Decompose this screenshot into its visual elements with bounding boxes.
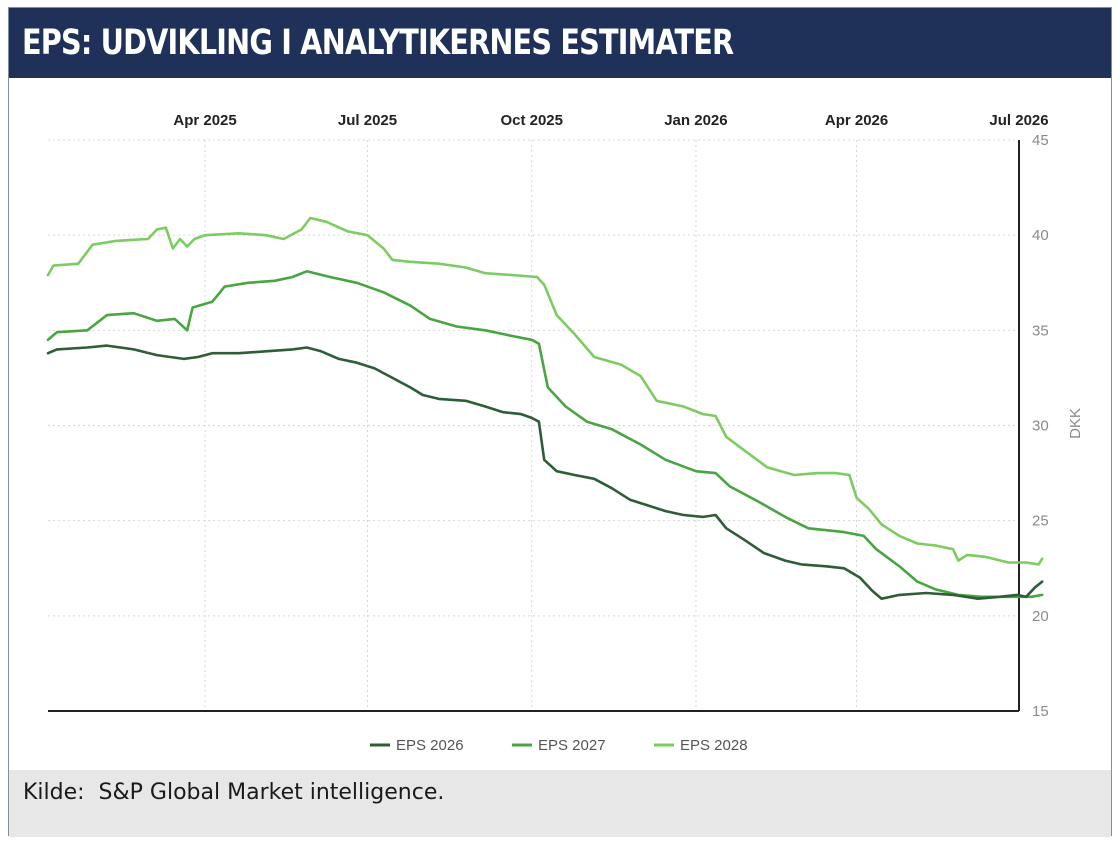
x-tick-label: Jul 2026 (989, 112, 1048, 129)
figure-frame: EPS: UDVIKLING I ANALYTIKERNES ESTIMATER… (8, 7, 1113, 837)
y-tick-label: 40 (1032, 227, 1049, 244)
y-tick-label: 35 (1032, 322, 1049, 339)
y-tick-label: 30 (1032, 418, 1049, 435)
y-axis-label: DKK (1067, 408, 1084, 439)
title-bar: EPS: UDVIKLING I ANALYTIKERNES ESTIMATER (9, 8, 1111, 78)
source-bar: Kilde: S&P Global Market intelligence. (9, 770, 1111, 837)
grid (48, 139, 1019, 711)
x-tick-label: Jan 2026 (664, 112, 727, 129)
source-note: Kilde: S&P Global Market intelligence. (23, 780, 445, 805)
series-line-eps-2026 (46, 344, 1044, 601)
legend-item-eps-2026: EPS 2026 (370, 737, 464, 754)
x-tick-label: Apr 2025 (173, 112, 236, 129)
y-tick-label: 15 (1032, 703, 1049, 720)
x-tick-label: Apr 2026 (825, 112, 888, 129)
series-line-eps-2027 (46, 270, 1044, 599)
series-lines (46, 216, 1044, 601)
y-tick-label: 20 (1032, 608, 1049, 625)
x-tick-label: Oct 2025 (500, 112, 563, 129)
eps-chart: 15 20 25 30 35 40 45 Apr 2025 Jul 2025 Oct 2025 Ja… (9, 78, 1113, 770)
eps-line-chart: 15 20 25 30 35 40 45 Apr 2025 Jul 2025 Oct 2025 Ja… (46, 112, 1084, 754)
legend-label: EPS 2028 (680, 737, 748, 754)
legend-label: EPS 2027 (538, 737, 606, 754)
axes (48, 140, 1020, 712)
x-tick-label: Jul 2025 (338, 112, 397, 129)
y-tick-label: 45 (1032, 132, 1049, 149)
figure-title: EPS: UDVIKLING I ANALYTIKERNES ESTIMATER (22, 23, 734, 63)
legend-item-eps-2028: EPS 2028 (654, 737, 748, 754)
series-line-eps-2028 (46, 216, 1044, 566)
y-tick-label: 25 (1032, 513, 1049, 530)
legend-item-eps-2027: EPS 2027 (512, 737, 606, 754)
tick-labels: 15 20 25 30 35 40 45 Apr 2025 Jul 2025 Oct 2025 Ja… (173, 112, 1084, 720)
legend: EPS 2026 EPS 2027 EPS 2028 (370, 737, 748, 754)
legend-label: EPS 2026 (396, 737, 464, 754)
